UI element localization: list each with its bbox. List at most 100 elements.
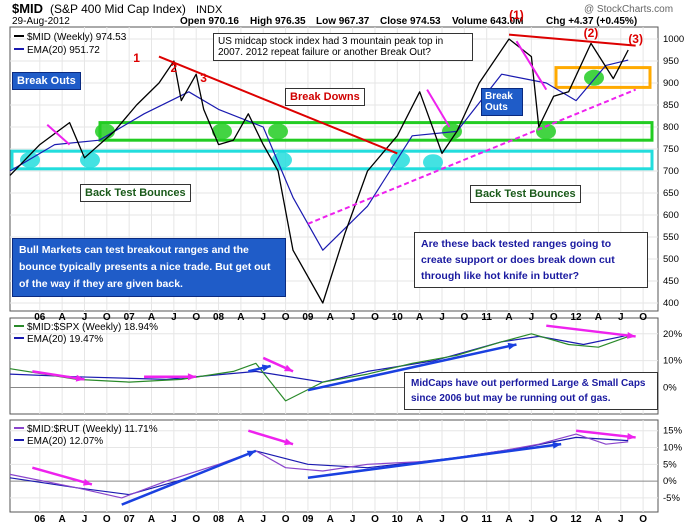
x-tick-bottom: 07	[124, 514, 136, 525]
y-tick-price: 500	[663, 254, 679, 265]
y-tick-rut: 15%	[663, 426, 683, 437]
top-trend-line-2012	[508, 33, 636, 47]
x-tick-bottom: O	[192, 514, 200, 525]
bounce-marker-cyan	[80, 152, 100, 168]
watermark: @ StockCharts.com	[584, 4, 673, 15]
y-tick-price: 700	[663, 166, 679, 177]
magenta-arrow-head	[75, 374, 85, 382]
x-tick-bottom: J	[82, 514, 88, 525]
x-tick-mid: J	[350, 312, 356, 323]
x-tick-bottom: 11	[481, 514, 492, 525]
ema-line-spx	[9, 334, 629, 383]
peak-number-2012: (2)	[584, 26, 599, 40]
x-tick-mid: J	[439, 312, 445, 323]
magenta-arrow-head	[627, 433, 636, 440]
symbol-title: $MID	[12, 1, 43, 16]
x-tick-mid: A	[595, 312, 602, 323]
x-tick-mid: O	[550, 312, 558, 323]
high-label: High 976.35	[250, 16, 306, 27]
x-tick-mid: A	[148, 312, 155, 323]
blue-arrow-head	[552, 441, 562, 449]
y-tick-price: 400	[663, 298, 679, 309]
x-tick-mid: O	[103, 312, 111, 323]
ema-line-price	[9, 59, 629, 251]
magenta-arrow-head	[627, 331, 636, 339]
y-tick-price: 950	[663, 56, 679, 67]
y-tick-rut: 5%	[663, 459, 677, 470]
x-tick-mid: 10	[392, 312, 404, 323]
magenta-arrow	[575, 429, 636, 439]
magenta-arrow-head	[284, 438, 294, 446]
x-tick-bottom: 12	[571, 514, 583, 525]
x-tick-mid: 11	[481, 312, 492, 323]
orange-range-band	[554, 66, 652, 89]
blue-arrow	[121, 449, 257, 506]
price-line	[9, 38, 629, 304]
x-tick-bottom: J	[350, 514, 356, 525]
x-tick-bottom: A	[416, 514, 423, 525]
x-tick-bottom: J	[618, 514, 624, 525]
magenta-pointer	[515, 40, 548, 91]
y-tick-rut: -5%	[663, 493, 680, 504]
y-tick-price: 750	[663, 144, 679, 155]
x-tick-bottom: 09	[302, 514, 314, 525]
x-tick-bottom: O	[103, 514, 111, 525]
y-tick-price: 800	[663, 122, 679, 133]
x-tick-mid: J	[171, 312, 177, 323]
x-tick-mid: J	[260, 312, 266, 323]
y-tick-rut: 10%	[663, 443, 683, 454]
magenta-pointer	[426, 89, 451, 128]
open-label: Open 970.16	[180, 16, 239, 27]
back-test-left-label: Back Test Bounces	[80, 184, 191, 202]
x-tick-mid: O	[639, 312, 647, 323]
y-tick-spx: 0%	[663, 383, 677, 394]
x-tick-bottom: A	[148, 514, 155, 525]
legends: $MID (Weekly) 974.53 EMA(20) 951.72 $MID:$…	[14, 32, 158, 447]
x-tick-bottom: A	[327, 514, 334, 525]
x-tick-bottom: O	[639, 514, 647, 525]
cyan-support-band	[10, 149, 654, 171]
legend-ema-price: EMA(20) 951.72	[27, 45, 100, 56]
break-downs-label: Break Downs	[285, 88, 365, 106]
magenta-pointer	[46, 124, 71, 146]
x-tick-bottom: 08	[213, 514, 225, 525]
close-label: Close 974.53	[380, 16, 441, 27]
y-tick-price: 650	[663, 188, 679, 199]
x-tick-mid: A	[59, 312, 66, 323]
x-tick-bottom: O	[282, 514, 290, 525]
blue-arrow-head	[507, 342, 517, 350]
question-note-box: Are these back tested ranges going to cr…	[414, 232, 648, 288]
x-tick-bottom: A	[237, 514, 244, 525]
x-tick-bottom: O	[371, 514, 379, 525]
series-lines	[9, 38, 629, 499]
bounce-marker-green	[268, 123, 288, 140]
midcap-note-box: MidCaps have out performed Large & Small…	[404, 372, 658, 410]
axis-ticks: 06 06 A A J J O O 07 07 A A J J O O 08 08 A A J J O O 09 09 A A J J O O…	[34, 34, 684, 525]
y-tick-spx: 20%	[663, 329, 683, 340]
y-tick-price: 600	[663, 210, 679, 221]
blue-arrow-head	[246, 450, 256, 458]
volume-label: Volume 643.0M	[452, 16, 524, 27]
x-tick-mid: J	[529, 312, 535, 323]
legend-rut: $MID:$RUT (Weekly) 11.71%	[27, 424, 158, 435]
x-tick-bottom: A	[595, 514, 602, 525]
trend-overlays: 123(1)(2) (3)	[32, 8, 643, 506]
x-tick-mid: 06	[34, 312, 46, 323]
magenta-arrow	[32, 466, 93, 486]
y-tick-price: 550	[663, 232, 679, 243]
peak-number-2007: 2	[171, 61, 178, 75]
x-tick-mid: 07	[124, 312, 136, 323]
x-tick-bottom: J	[171, 514, 177, 525]
rising-support-line	[307, 88, 637, 225]
blue-arrow	[307, 343, 517, 392]
legend-ema-rut: EMA(20) 12.07%	[27, 436, 103, 447]
x-tick-bottom: J	[529, 514, 535, 525]
x-tick-bottom: J	[260, 514, 266, 525]
back-test-right-label: Back Test Bounces	[470, 185, 581, 203]
downtrend-line-2007	[158, 55, 398, 155]
top-note-box: US midcap stock index had 3 mountain pea…	[213, 33, 473, 61]
break-outs-left-label: Break Outs	[12, 72, 81, 90]
x-tick-mid: 08	[213, 312, 225, 323]
bounce-marker-green	[584, 69, 604, 86]
magenta-arrow	[546, 324, 636, 338]
